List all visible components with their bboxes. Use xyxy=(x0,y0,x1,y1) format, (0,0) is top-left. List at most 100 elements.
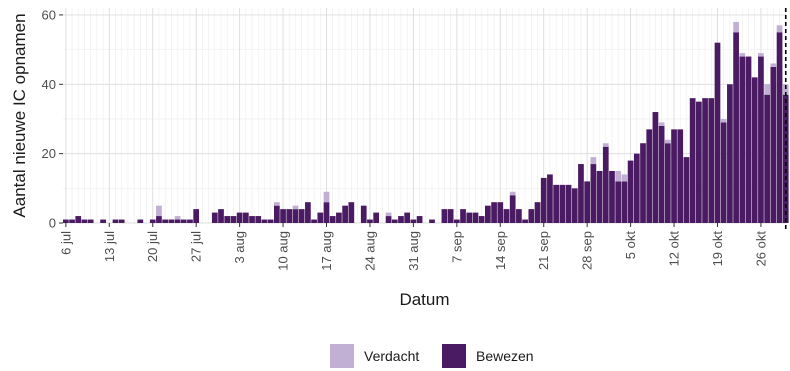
bar-verdacht xyxy=(174,216,181,220)
bar-verdacht xyxy=(770,63,777,67)
bar-bewezen xyxy=(286,209,293,223)
bar-bewezen xyxy=(236,212,243,223)
bar-bewezen xyxy=(305,202,311,223)
bar-bewezen xyxy=(292,209,299,223)
bar-bewezen xyxy=(63,219,69,223)
bar-bewezen xyxy=(391,219,398,223)
bar-verdacht xyxy=(385,212,392,217)
bar-bewezen xyxy=(398,216,404,223)
bar-bewezen xyxy=(230,216,237,223)
bar-bewezen xyxy=(640,143,646,223)
bar-bewezen xyxy=(242,212,249,223)
bar-bewezen xyxy=(609,170,615,223)
bar-bewezen xyxy=(553,184,559,223)
bar-bewezen xyxy=(596,170,603,223)
bar-bewezen xyxy=(87,219,94,223)
bar-bewezen xyxy=(522,219,528,223)
bar-verdacht xyxy=(156,205,162,217)
bar-bewezen xyxy=(733,32,739,223)
bar-bewezen xyxy=(671,129,677,223)
bar-bewezen xyxy=(547,174,553,223)
bar-bewezen xyxy=(664,143,671,223)
x-tick-label: 21 sep xyxy=(536,231,551,270)
bar-verdacht xyxy=(758,53,764,57)
bar-verdacht xyxy=(621,174,628,182)
bar-bewezen xyxy=(621,181,628,223)
bar-bewezen xyxy=(708,98,715,223)
bar-verdacht xyxy=(764,84,770,95)
bar-verdacht xyxy=(323,191,330,203)
bar-bewezen xyxy=(509,195,516,223)
bar-verdacht xyxy=(509,191,516,196)
x-tick-label: 20 jul xyxy=(145,231,160,262)
bar-bewezen xyxy=(745,56,752,223)
legend: Verdacht Bewezen xyxy=(330,344,534,368)
bar-bewezen xyxy=(187,219,193,223)
bar-bewezen xyxy=(534,202,541,223)
y-tick-label: 60 xyxy=(42,7,56,22)
bar-bewezen xyxy=(683,157,690,223)
bar-bewezen xyxy=(174,219,181,223)
x-tick-label: 14 sep xyxy=(493,231,508,270)
bar-bewezen xyxy=(100,219,106,223)
x-axis: 6 jul 13 jul 20 jul 27 jul 3 aug 10 aug 17 aug… xyxy=(58,223,768,271)
bar-bewezen xyxy=(360,205,367,223)
bar-bewezen xyxy=(280,209,286,223)
y-tick-label: 0 xyxy=(49,216,56,231)
bar-verdacht xyxy=(602,143,609,147)
x-tick-label: 24 aug xyxy=(362,231,377,271)
bar-bewezen xyxy=(211,212,218,223)
x-tick-label: 6 jul xyxy=(58,231,73,255)
bar-verdacht xyxy=(782,84,789,95)
bar-bewezen xyxy=(274,205,280,223)
bar-bewezen xyxy=(677,129,684,223)
bar-bewezen xyxy=(460,209,466,223)
bar-bewezen xyxy=(540,177,547,223)
x-tick-label: 27 jul xyxy=(189,231,204,262)
bar-bewezen xyxy=(267,219,274,223)
x-tick-label: 19 okt xyxy=(710,231,725,267)
bar-bewezen xyxy=(385,216,392,223)
bar-verdacht xyxy=(615,170,622,182)
bar-bewezen xyxy=(311,219,317,223)
legend-label: Verdacht xyxy=(364,348,419,364)
bar-bewezen xyxy=(261,219,268,223)
bar-bewezen xyxy=(249,216,255,223)
legend-swatch xyxy=(442,344,466,368)
bar-verdacht xyxy=(664,139,671,144)
x-axis-title: Datum xyxy=(399,290,449,309)
bar-bewezen xyxy=(491,202,497,223)
bar-bewezen xyxy=(404,212,411,223)
bar-bewezen xyxy=(156,216,162,223)
bar-bewezen xyxy=(472,212,479,223)
bar-bewezen xyxy=(323,202,330,223)
bar-bewezen xyxy=(565,184,572,223)
bar-bewezen xyxy=(429,219,435,223)
bar-verdacht xyxy=(590,157,597,165)
bar-bewezen xyxy=(466,212,473,223)
y-tick-label: 20 xyxy=(42,146,56,161)
bar-bewezen xyxy=(137,219,144,223)
bar-bewezen xyxy=(696,101,702,223)
bar-bewezen xyxy=(720,122,727,223)
bar-bewezen xyxy=(410,219,417,223)
bar-bewezen xyxy=(764,94,770,224)
bar-bewezen xyxy=(590,164,597,223)
y-tick-label: 40 xyxy=(42,77,56,92)
bar-bewezen xyxy=(162,219,169,223)
bar-bewezen xyxy=(714,42,721,224)
bar-verdacht xyxy=(658,122,665,126)
bar-bewezen xyxy=(81,219,88,223)
bar-bewezen xyxy=(758,56,764,223)
x-tick-label: 13 jul xyxy=(102,231,117,262)
bar-bewezen xyxy=(478,216,485,223)
bar-bewezen xyxy=(317,212,324,223)
bar-bewezen xyxy=(739,56,746,223)
legend-label: Bewezen xyxy=(476,348,534,364)
x-tick-label: 5 okt xyxy=(623,231,638,260)
bar-verdacht xyxy=(720,118,727,123)
bar-bewezen xyxy=(447,209,454,223)
bar-bewezen xyxy=(416,216,423,223)
bar-bewezen xyxy=(329,216,336,223)
